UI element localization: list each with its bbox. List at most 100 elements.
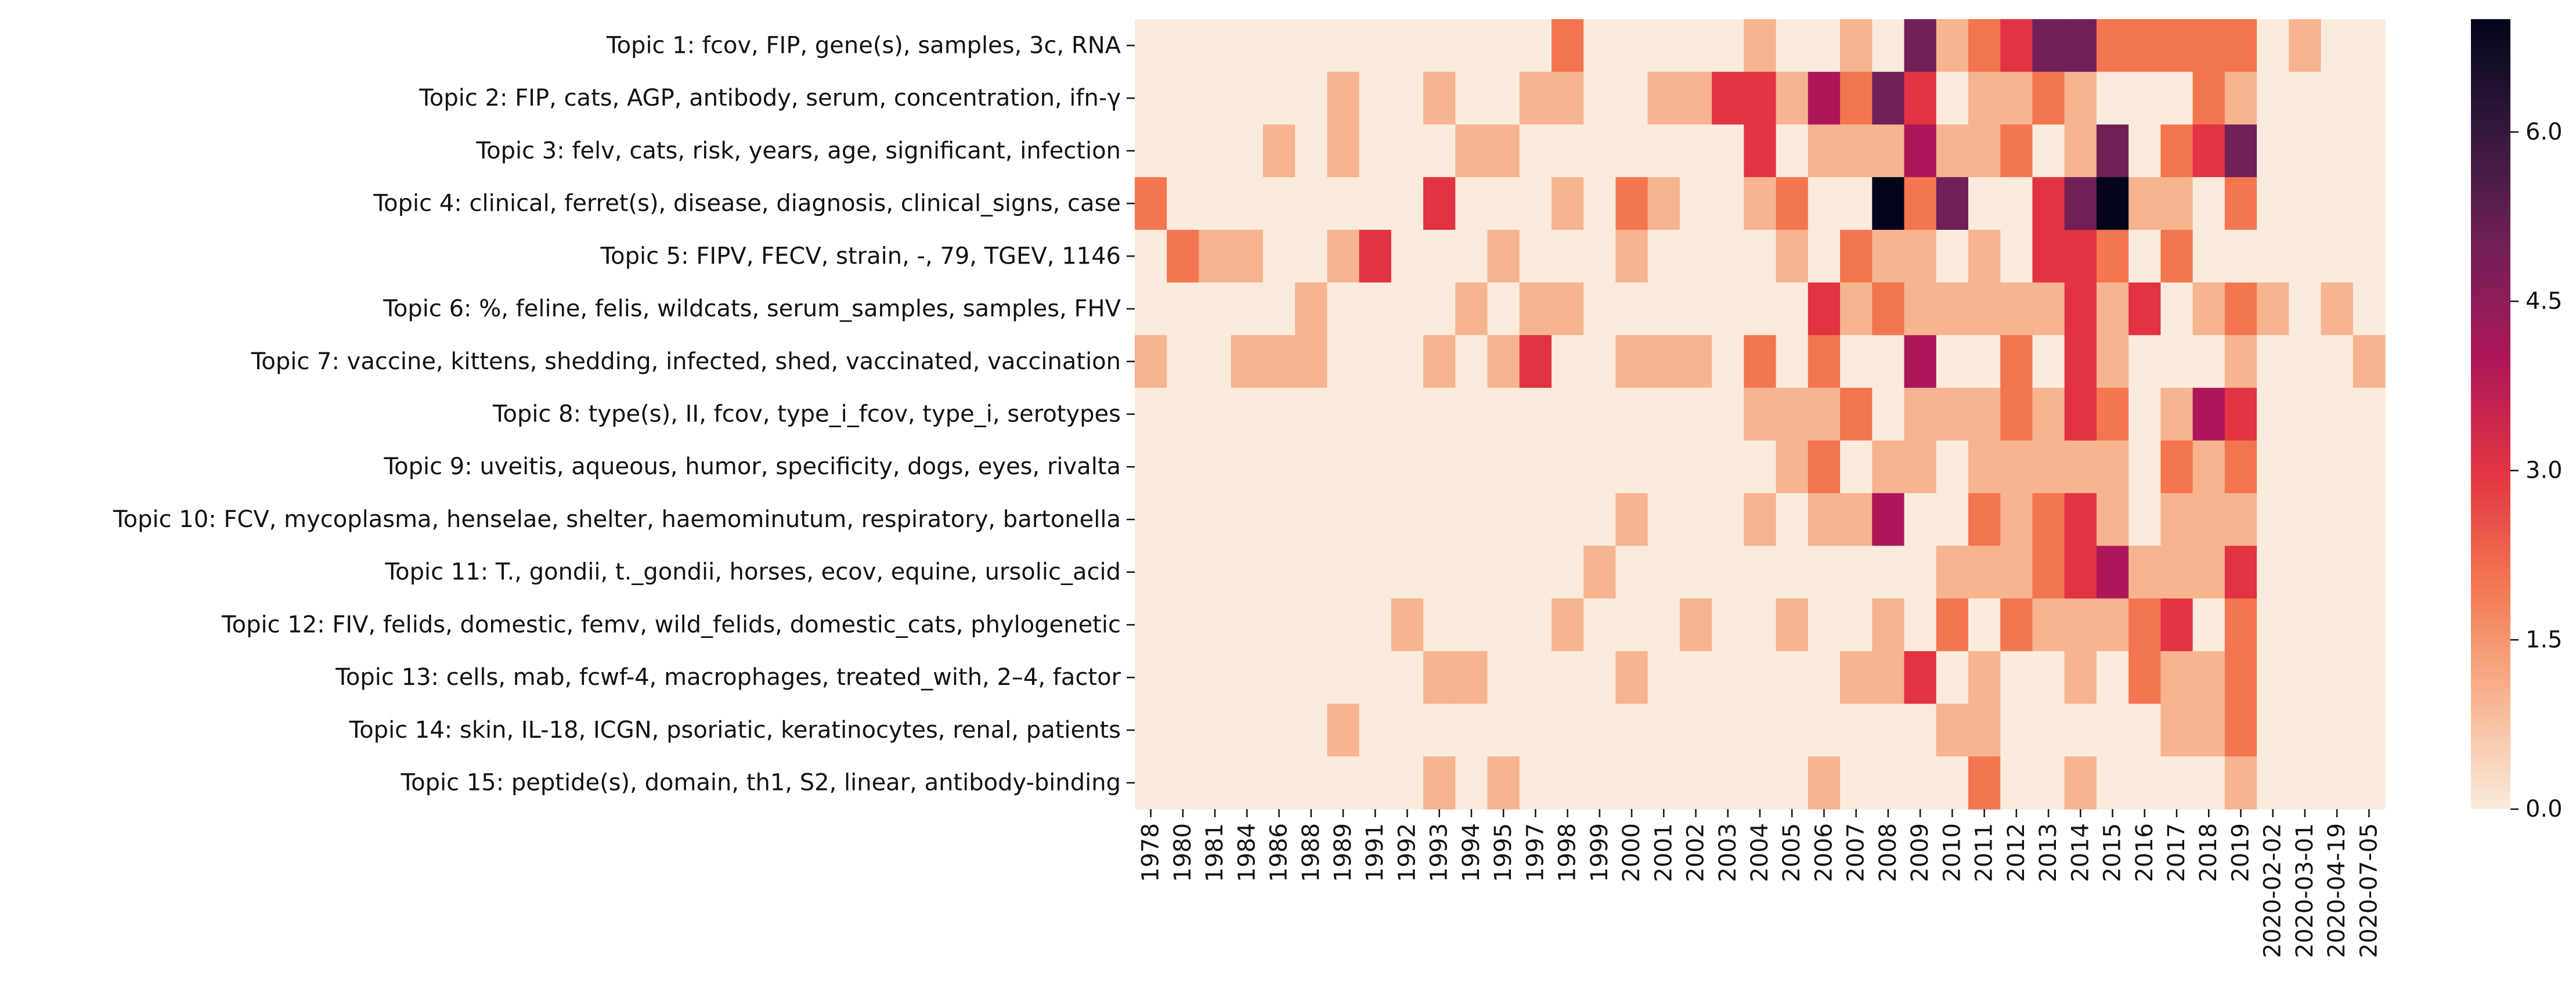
- heatmap-cell: [2032, 19, 2065, 73]
- heatmap-cell: [1583, 229, 1617, 283]
- heatmap-cell: [1904, 124, 1937, 178]
- heatmap-cell: [1519, 71, 1552, 125]
- heatmap-cell: [1968, 19, 2001, 73]
- heatmap-cell: [1904, 282, 1937, 335]
- heatmap-cell: [2192, 388, 2225, 441]
- heatmap-cell: [1936, 229, 1969, 283]
- heatmap-cell: [2160, 335, 2193, 388]
- heatmap-cell: [2224, 282, 2257, 335]
- heatmap-cell: [1552, 71, 1584, 125]
- heatmap-cell: [1583, 19, 1617, 73]
- heatmap-cell: [1904, 229, 1937, 283]
- heatmap-cell: [1327, 440, 1360, 494]
- heatmap-cell: [2128, 756, 2161, 810]
- heatmap-cell: [1199, 598, 1232, 652]
- heatmap-cell: [1712, 388, 1744, 441]
- heatmap-cell: [1840, 493, 1873, 546]
- heatmap-cell: [1135, 546, 1167, 599]
- heatmap-cell: [2096, 335, 2129, 388]
- heatmap-cell: [2192, 335, 2225, 388]
- heatmap-cell: [2224, 598, 2257, 652]
- heatmap-cell: [2096, 546, 2129, 599]
- heatmap-cell: [1807, 440, 1841, 494]
- heatmap-cell: [2064, 71, 2097, 125]
- heatmap-cell: [1647, 177, 1680, 230]
- heatmap-cell: [2321, 229, 2354, 283]
- heatmap-cell: [2064, 598, 2097, 652]
- heatmap-cell: [2000, 282, 2033, 335]
- heatmap-cell: [1679, 388, 1712, 441]
- heatmap-cell: [2128, 19, 2161, 73]
- heatmap-cell: [1583, 282, 1617, 335]
- heatmap-cell: [1744, 651, 1777, 705]
- heatmap-cell: [2128, 651, 2161, 705]
- heatmap-cell: [2032, 124, 2065, 178]
- heatmap-cell: [1359, 546, 1392, 599]
- heatmap-cell: [1712, 177, 1744, 230]
- heatmap-cell: [2160, 388, 2193, 441]
- heatmap-cell: [1679, 440, 1712, 494]
- heatmap-cell: [2289, 756, 2322, 810]
- heatmap-cell: [1776, 651, 1809, 705]
- heatmap-cell: [2224, 388, 2257, 441]
- heatmap-cell: [1327, 124, 1360, 178]
- heatmap-cell: [1327, 335, 1360, 388]
- heatmap-cell: [1262, 71, 1296, 125]
- heatmap-cell: [2353, 335, 2386, 388]
- heatmap-cell: [2289, 71, 2322, 125]
- heatmap-cell: [1904, 651, 1937, 705]
- heatmap-cell: [1391, 703, 1424, 757]
- x-tick-label: 2020-04-19: [2324, 823, 2350, 958]
- heatmap-cell: [2064, 335, 2097, 388]
- heatmap-cell: [1936, 440, 1969, 494]
- heatmap-cell: [1904, 177, 1937, 230]
- heatmap-cell: [1519, 229, 1552, 283]
- heatmap-cell: [1519, 177, 1552, 230]
- heatmap-cell: [1487, 282, 1520, 335]
- heatmap-cell: [1647, 124, 1680, 178]
- heatmap-cell: [1968, 493, 2001, 546]
- heatmap-cell: [1776, 703, 1809, 757]
- heatmap-cell: [1647, 703, 1680, 757]
- heatmap-cell: [2032, 493, 2065, 546]
- heatmap-cell: [1231, 703, 1264, 757]
- heatmap-cell: [1391, 651, 1424, 705]
- heatmap-cell: [1231, 19, 1264, 73]
- heatmap-cell: [2032, 335, 2065, 388]
- heatmap-cell: [1904, 598, 1937, 652]
- heatmap-cell: [2192, 282, 2225, 335]
- heatmap-cell: [1615, 282, 1648, 335]
- heatmap-cell: [1167, 440, 1200, 494]
- heatmap-cell: [1552, 546, 1584, 599]
- heatmap-cell: [1840, 598, 1873, 652]
- heatmap-cell: [1359, 177, 1392, 230]
- heatmap-cell: [2321, 124, 2354, 178]
- heatmap-cell: [1455, 19, 1488, 73]
- x-tick-label: 2008: [1875, 823, 1902, 882]
- heatmap-cell: [1262, 282, 1296, 335]
- heatmap-cell: [1904, 703, 1937, 757]
- heatmap-cell: [1167, 756, 1200, 810]
- heatmap-cell: [1904, 19, 1937, 73]
- heatmap-cell: [1840, 71, 1873, 125]
- heatmap-cell: [1359, 124, 1392, 178]
- heatmap-cell: [1968, 124, 2001, 178]
- heatmap-cell: [2224, 177, 2257, 230]
- heatmap-cell: [2032, 546, 2065, 599]
- heatmap-cell: [1519, 651, 1552, 705]
- heatmap-cell: [2064, 756, 2097, 810]
- heatmap-cell: [1455, 335, 1488, 388]
- heatmap-cell: [1199, 703, 1232, 757]
- heatmap-cell: [1647, 19, 1680, 73]
- heatmap-cell: [1423, 177, 1456, 230]
- heatmap-cell: [2289, 282, 2322, 335]
- heatmap-cell: [1776, 440, 1809, 494]
- heatmap-cell: [1423, 124, 1456, 178]
- heatmap-cell: [2096, 282, 2129, 335]
- heatmap-cell: [1135, 229, 1167, 283]
- y-tick-label: Topic 8: type(s), II, fcov, type_i_fcov,…: [492, 401, 1121, 428]
- colorbar-tick-label: 3.0: [2526, 457, 2563, 484]
- heatmap-cell: [2160, 440, 2193, 494]
- heatmap-cell: [1391, 598, 1424, 652]
- heatmap-cell: [1295, 756, 1327, 810]
